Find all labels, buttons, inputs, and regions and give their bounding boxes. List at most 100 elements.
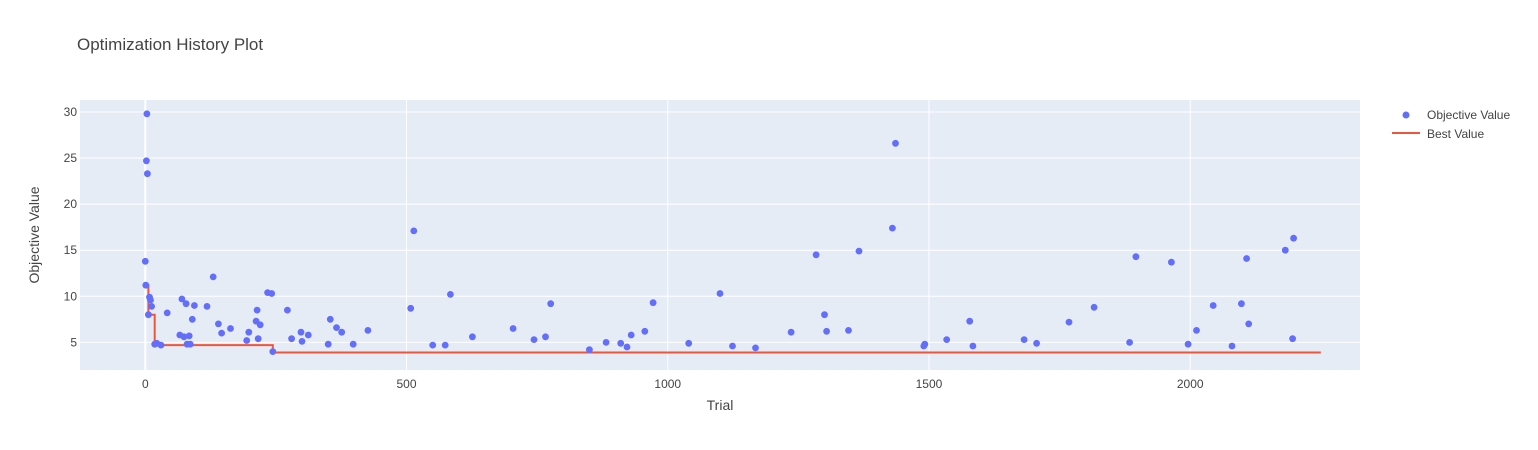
objective-value-point[interactable] — [547, 300, 555, 308]
objective-value-point[interactable] — [969, 342, 977, 350]
objective-value-point[interactable] — [752, 344, 759, 352]
objective-value-point[interactable] — [1132, 253, 1140, 261]
objective-value-point[interactable] — [441, 341, 449, 349]
objective-value-point[interactable] — [364, 327, 372, 334]
objective-value-point[interactable] — [429, 341, 437, 349]
objective-value-point[interactable] — [410, 227, 418, 235]
objective-value-point[interactable] — [407, 304, 415, 312]
objective-value-point[interactable] — [218, 329, 226, 337]
objective-value-point[interactable] — [182, 300, 190, 308]
objective-value-point[interactable] — [1209, 302, 1217, 309]
objective-value-point[interactable] — [142, 281, 150, 289]
objective-value-point[interactable] — [288, 335, 295, 343]
objective-value-point[interactable] — [256, 321, 264, 329]
objective-value-point[interactable] — [269, 348, 277, 355]
objective-value-point[interactable] — [185, 332, 193, 340]
objective-value-point[interactable] — [191, 302, 198, 309]
objective-value-point[interactable] — [1281, 246, 1289, 254]
objective-value-point[interactable] — [1243, 255, 1250, 262]
objective-value-point[interactable] — [297, 328, 305, 336]
objective-value-point[interactable] — [143, 157, 150, 165]
objective-value-point[interactable] — [245, 328, 253, 336]
objective-value-point[interactable] — [509, 325, 517, 332]
objective-value-point[interactable] — [324, 340, 332, 348]
objective-value-point[interactable] — [304, 331, 312, 339]
objective-value-point[interactable] — [586, 346, 593, 354]
objective-value-point[interactable] — [144, 170, 151, 178]
objective-value-point[interactable] — [641, 327, 649, 335]
objective-value-series — [141, 110, 1297, 355]
objective-value-point[interactable] — [253, 306, 261, 314]
objective-value-point[interactable] — [1193, 327, 1200, 334]
objective-value-point[interactable] — [145, 311, 152, 319]
objective-value-point[interactable] — [147, 296, 154, 304]
objective-value-point[interactable] — [1238, 300, 1245, 308]
y-tick-label: 5 — [70, 335, 77, 349]
legend-item-objective-value[interactable]: Objective Value — [1402, 108, 1511, 122]
objective-value-point[interactable] — [141, 257, 149, 265]
objective-value-point[interactable] — [623, 343, 631, 351]
objective-value-point[interactable] — [649, 299, 657, 307]
objective-value-point[interactable] — [180, 333, 188, 341]
objective-value-point[interactable] — [326, 315, 334, 323]
objective-value-point[interactable] — [845, 327, 852, 334]
objective-value-point[interactable] — [148, 303, 156, 310]
objective-value-point[interactable] — [447, 291, 454, 298]
objective-value-point[interactable] — [542, 333, 549, 341]
plot-area — [80, 100, 1360, 370]
objective-value-point[interactable] — [243, 337, 251, 344]
objective-value-point[interactable] — [787, 328, 795, 336]
objective-value-point[interactable] — [821, 311, 828, 319]
objective-value-point[interactable] — [178, 295, 186, 303]
objective-value-point[interactable] — [254, 335, 262, 343]
objective-value-point[interactable] — [1020, 336, 1028, 343]
objective-value-point[interactable] — [685, 339, 693, 347]
objective-value-point[interactable] — [163, 309, 171, 317]
objective-value-point[interactable] — [227, 325, 234, 332]
legend[interactable]: Objective Value Best Value — [1392, 108, 1510, 141]
objective-value-point[interactable] — [1184, 340, 1192, 348]
objective-value-point[interactable] — [1289, 335, 1296, 343]
objective-value-point[interactable] — [823, 327, 830, 335]
objective-value-point[interactable] — [602, 339, 610, 346]
objective-value-point[interactable] — [284, 306, 291, 314]
y-axis-title: Objective Value — [26, 186, 42, 283]
objective-value-point[interactable] — [1168, 258, 1175, 266]
objective-value-point[interactable] — [188, 315, 196, 323]
grid — [80, 100, 1360, 370]
legend-item-best-value[interactable]: Best Value — [1392, 127, 1484, 141]
objective-value-point[interactable] — [617, 339, 625, 347]
objective-value-point[interactable] — [209, 273, 217, 281]
objective-value-point[interactable] — [855, 247, 863, 255]
objective-value-point[interactable] — [268, 290, 276, 297]
objective-value-point[interactable] — [716, 290, 724, 297]
objective-value-point[interactable] — [889, 224, 896, 232]
objective-value-point[interactable] — [333, 324, 340, 331]
objective-value-point[interactable] — [1126, 339, 1133, 346]
objective-value-point[interactable] — [812, 251, 820, 259]
objective-value-point[interactable] — [943, 336, 951, 343]
objective-value-point[interactable] — [627, 331, 635, 339]
y-tick-label: 15 — [64, 243, 78, 257]
objective-value-point[interactable] — [215, 320, 222, 328]
objective-value-point[interactable] — [966, 317, 974, 325]
objective-value-point[interactable] — [1228, 342, 1236, 350]
objective-value-point[interactable] — [921, 340, 929, 348]
objective-value-point[interactable] — [1033, 339, 1040, 347]
objective-value-point[interactable] — [203, 303, 211, 310]
objective-value-point[interactable] — [349, 340, 357, 348]
objective-value-point[interactable] — [729, 342, 736, 350]
objective-value-point[interactable] — [530, 336, 538, 343]
objective-value-point[interactable] — [1245, 320, 1253, 328]
objective-value-point[interactable] — [186, 340, 194, 348]
objective-value-point[interactable] — [469, 333, 476, 341]
objective-value-point[interactable] — [298, 338, 306, 345]
objective-value-point[interactable] — [157, 341, 165, 349]
objective-value-point[interactable] — [892, 139, 899, 147]
objective-value-point[interactable] — [1065, 318, 1073, 326]
objective-value-point[interactable] — [1090, 303, 1098, 311]
objective-value-point[interactable] — [338, 328, 346, 336]
objective-value-point[interactable] — [1290, 234, 1297, 242]
objective-value-point[interactable] — [143, 110, 151, 118]
x-tick-label: 1000 — [654, 377, 681, 391]
